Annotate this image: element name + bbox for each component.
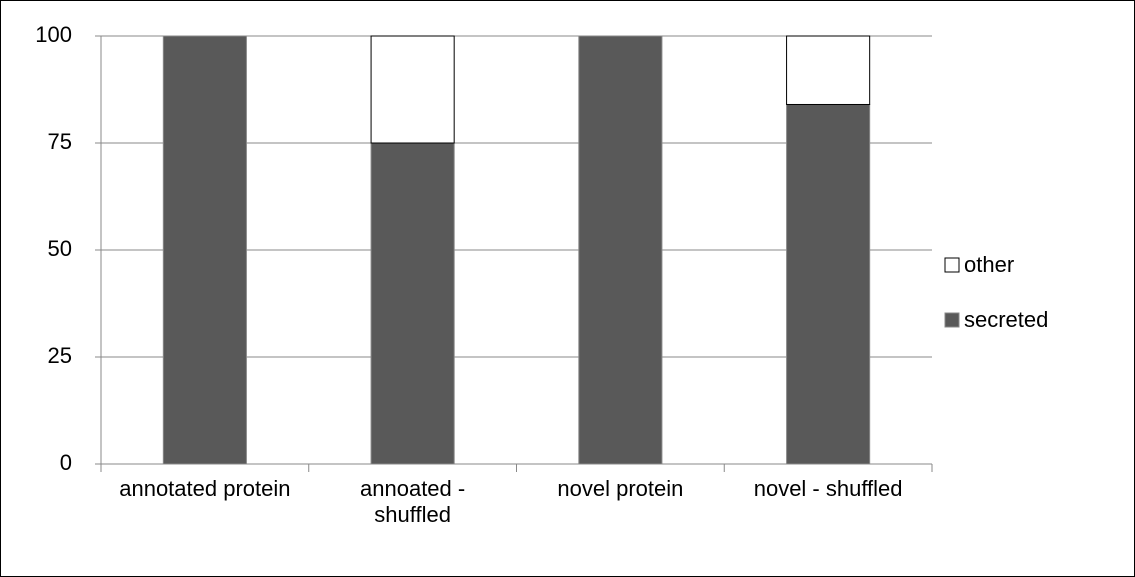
legend-swatch <box>944 312 960 328</box>
bar-segment <box>786 35 871 105</box>
legend-label: secreted <box>964 307 1048 332</box>
bar-segment <box>162 35 247 465</box>
bar-segment <box>370 35 455 144</box>
y-tick-label: 0 <box>60 450 72 475</box>
bar-segment <box>578 35 663 465</box>
y-tick-label: 50 <box>48 236 72 261</box>
x-tick-label: annoated - shuffled <box>360 476 466 528</box>
y-tick-label: 100 <box>35 22 72 47</box>
bar-segment <box>786 103 871 465</box>
y-tick-label: 75 <box>48 129 72 154</box>
legend-label: other <box>964 252 1014 277</box>
legend-swatch <box>944 257 960 273</box>
bar-segment <box>370 142 455 465</box>
x-tick-label: novel - shuffled <box>753 476 903 501</box>
y-tick-label: 25 <box>48 343 72 368</box>
x-tick-label: novel protein <box>557 476 684 501</box>
x-tick-label: annotated protein <box>119 476 291 501</box>
